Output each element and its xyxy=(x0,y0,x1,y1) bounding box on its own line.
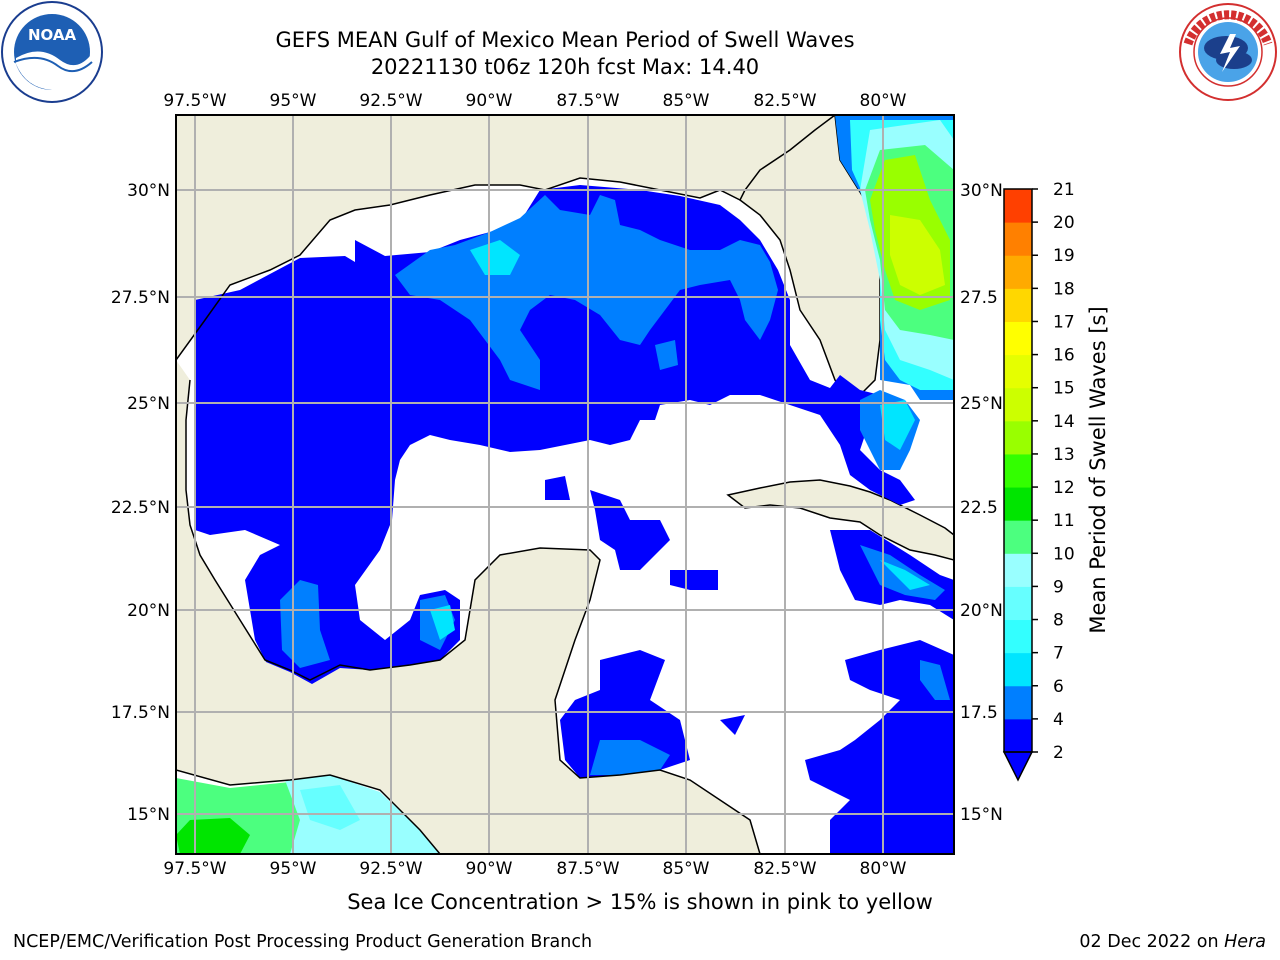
colorbar-extend-triangle xyxy=(1002,751,1034,782)
sea-ice-note-text: Sea Ice Concentration > 15% is shown in … xyxy=(347,890,933,914)
swell-6-7s xyxy=(430,240,930,640)
sea-ice-note: Sea Ice Concentration > 15% is shown in … xyxy=(0,890,1280,914)
colorbar-tick-label: 10 xyxy=(1053,544,1075,564)
lat-label: 30°N xyxy=(960,181,1003,201)
colorbar: 2 4 6 7 8 9 10 11 12 13 14 15 16 17 18 19 20 21 xyxy=(1002,180,1075,782)
colorbar-segment xyxy=(1004,288,1032,322)
lon-label: 82.5°W xyxy=(753,859,816,879)
colorbar-title: Mean Period of Swell Waves [s] xyxy=(1086,306,1110,633)
lat-label: 17.5 xyxy=(960,703,998,723)
colorbar-tick-label: 8 xyxy=(1053,611,1064,631)
colorbar-segment xyxy=(1004,652,1032,687)
colorbar-tick-label: 20 xyxy=(1053,213,1075,233)
colorbar-tick-label: 9 xyxy=(1053,577,1064,597)
lon-label: 80°W xyxy=(860,91,907,111)
lat-labels-right: 30°N 27.5 25°N 22.5 20°N 17.5 15°N xyxy=(960,181,1003,825)
lon-label: 92.5°W xyxy=(359,859,422,879)
lat-label: 22.5°N xyxy=(111,498,170,518)
colorbar-segment xyxy=(1004,520,1032,554)
lat-label: 30°N xyxy=(127,181,170,201)
colorbar-segment xyxy=(1004,387,1032,422)
colorbar-tick-label: 19 xyxy=(1053,246,1075,266)
lon-label: 92.5°W xyxy=(359,91,422,111)
lon-label: 82.5°W xyxy=(753,91,816,111)
colorbar-tick-label: 18 xyxy=(1053,279,1075,299)
lon-label: 90°W xyxy=(466,859,513,879)
colorbar-tick-label: 11 xyxy=(1053,511,1075,531)
lat-label: 20°N xyxy=(127,601,170,621)
colorbar-tick-label: 2 xyxy=(1053,743,1064,763)
lon-label: 85°W xyxy=(663,859,710,879)
colorbar-segment xyxy=(1004,321,1032,356)
footer-date: 02 Dec 2022 on Hera xyxy=(1079,932,1266,952)
colorbar-segment xyxy=(1004,354,1032,389)
footer-host: Hera xyxy=(1224,932,1266,952)
nws-logo xyxy=(1179,3,1277,101)
colorbar-frame xyxy=(1003,188,1033,753)
colorbar-tick-label: 12 xyxy=(1053,478,1075,498)
colorbar-tick-label: 7 xyxy=(1053,644,1064,664)
lon-label: 80°W xyxy=(860,859,907,879)
lat-label: 25°N xyxy=(960,394,1003,414)
lat-labels-left: 30°N 27.5°N 25°N 22.5°N 20°N 17.5°N 15°N xyxy=(111,181,170,825)
lat-label: 15°N xyxy=(960,805,1003,825)
colorbar-tick-label: 21 xyxy=(1053,180,1075,200)
lon-label: 87.5°W xyxy=(556,859,619,879)
svg-text:NOAA: NOAA xyxy=(28,26,77,44)
lon-label: 90°W xyxy=(466,91,513,111)
noaa-logo: NOAA xyxy=(1,1,103,103)
colorbar-segment xyxy=(1004,553,1032,587)
colorbar-segment xyxy=(1004,189,1032,223)
lat-label: 17.5°N xyxy=(111,703,170,723)
lon-label: 97.5°W xyxy=(163,859,226,879)
colorbar-tick-label: 17 xyxy=(1053,312,1075,332)
colorbar-tick-label: 13 xyxy=(1053,445,1075,465)
map-frame xyxy=(175,114,955,855)
colorbar-segment xyxy=(1004,222,1032,256)
lat-label: 20°N xyxy=(960,601,1003,621)
colorbar-segment xyxy=(1004,453,1032,488)
colorbar-segment xyxy=(1004,586,1032,621)
lon-label: 97.5°W xyxy=(163,91,226,111)
colorbar-tick-label: 4 xyxy=(1053,710,1064,730)
lon-label: 87.5°W xyxy=(556,91,619,111)
lat-label: 27.5 xyxy=(960,288,998,308)
map-area xyxy=(176,115,954,854)
lat-label: 15°N xyxy=(127,805,170,825)
colorbar-segment xyxy=(1004,685,1032,720)
lon-label: 85°W xyxy=(663,91,710,111)
swell-atlantic xyxy=(835,115,954,400)
chart-title: GEFS MEAN Gulf of Mexico Mean Period of … xyxy=(275,28,855,52)
lon-label: 95°W xyxy=(270,91,317,111)
lat-label: 27.5°N xyxy=(111,288,170,308)
lon-labels-bottom: 97.5°W 95°W 92.5°W 90°W 87.5°W 85°W 82.5… xyxy=(163,859,906,879)
colorbar-segment xyxy=(1004,718,1032,753)
colorbar-tick-label: 14 xyxy=(1053,412,1075,432)
colorbar-tick-label: 16 xyxy=(1053,346,1075,366)
lon-label: 95°W xyxy=(270,859,317,879)
colorbar-segment xyxy=(1004,420,1032,455)
lon-labels-top: 97.5°W 95°W 92.5°W 90°W 87.5°W 85°W 82.5… xyxy=(163,91,906,111)
footer-date-text: 02 Dec 2022 on xyxy=(1079,932,1219,952)
lat-label: 25°N xyxy=(127,394,170,414)
footer-credit: NCEP/EMC/Verification Post Processing Pr… xyxy=(13,932,593,952)
colorbar-segment xyxy=(1004,255,1032,289)
chart-subtitle: 20221130 t06z 120h fcst Max: 14.40 xyxy=(370,55,760,79)
lat-label: 22.5 xyxy=(960,498,998,518)
graticule xyxy=(176,115,954,854)
colorbar-tick-label: 15 xyxy=(1053,379,1075,399)
colorbar-segment xyxy=(1004,619,1032,654)
colorbar-tick-label: 6 xyxy=(1053,677,1064,697)
colorbar-segment xyxy=(1004,487,1032,521)
